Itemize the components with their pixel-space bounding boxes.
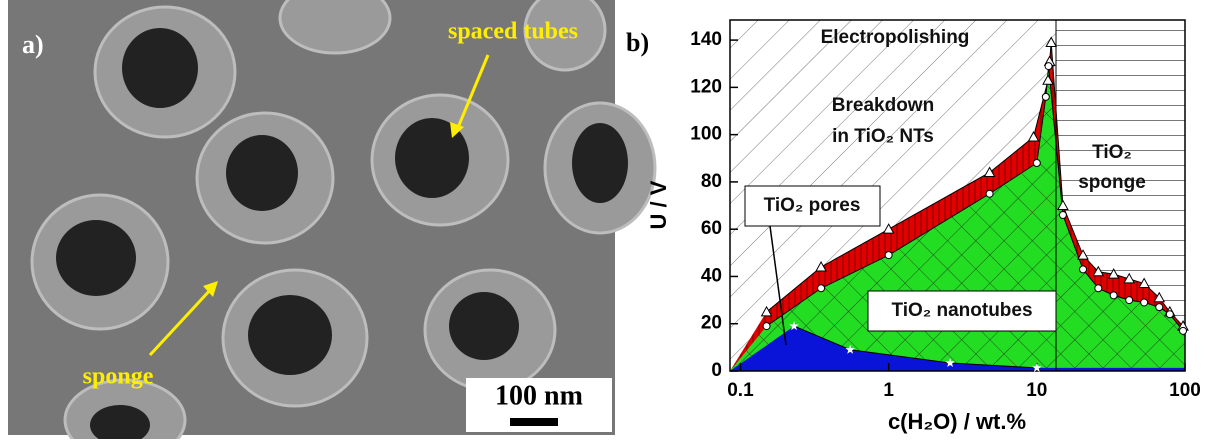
y-tick-label: 60 xyxy=(701,218,722,239)
marker xyxy=(1092,265,1105,277)
scale-bar xyxy=(510,418,558,426)
marker xyxy=(1109,291,1118,300)
label-box xyxy=(744,185,881,227)
arrow-head xyxy=(450,122,464,138)
pointer-line xyxy=(769,225,787,346)
tubes xyxy=(30,0,657,444)
marker xyxy=(1042,74,1054,85)
x-tick-label: 0.1 xyxy=(727,380,754,401)
plot-frame xyxy=(729,19,1186,372)
x-tick-label: 1 xyxy=(883,380,894,401)
marker xyxy=(1032,362,1042,372)
marker xyxy=(1123,272,1136,284)
marker xyxy=(884,251,893,260)
tube-holes xyxy=(56,28,628,444)
panel-label: b) xyxy=(626,28,649,57)
y-tick-label: 100 xyxy=(690,124,722,145)
y-tick-label: 20 xyxy=(701,313,722,334)
marker xyxy=(1032,159,1041,167)
y-tick-label: 120 xyxy=(690,76,722,97)
y-tick-label: 140 xyxy=(690,29,722,50)
marker xyxy=(1077,249,1089,260)
marker xyxy=(1179,326,1188,335)
region-label: sponge xyxy=(1078,172,1146,193)
marker xyxy=(985,189,994,198)
marker xyxy=(1138,277,1150,289)
marker xyxy=(815,260,827,272)
region-label: Electropolishing xyxy=(821,27,970,48)
marker xyxy=(1107,268,1120,279)
y-axis-label: U / V xyxy=(646,180,671,229)
y-tick-label: 40 xyxy=(701,265,722,286)
area xyxy=(730,66,1185,371)
sem-image: a) spaced tubes sponge 100 nm xyxy=(8,0,657,444)
region-label: TiO₂ pores xyxy=(764,195,861,216)
marker xyxy=(1041,92,1050,101)
x-axis-label: c(H₂O) / wt.% xyxy=(888,409,1026,434)
marker xyxy=(945,357,955,368)
arrow-head xyxy=(203,281,218,297)
marker xyxy=(1140,298,1149,307)
panel-label: a) xyxy=(22,30,44,59)
marker xyxy=(1165,310,1174,319)
marker xyxy=(845,344,855,354)
x-tick-label: 100 xyxy=(1169,380,1201,401)
marker xyxy=(1155,303,1164,312)
marker xyxy=(762,322,771,331)
marker xyxy=(1094,284,1103,293)
line xyxy=(793,325,1037,369)
marker xyxy=(983,166,996,177)
marker xyxy=(1027,130,1040,142)
marker xyxy=(1058,211,1067,219)
line xyxy=(766,66,1184,332)
region-label: in TiO₂ NTs xyxy=(832,126,934,147)
annotation: spaced tubes xyxy=(448,19,578,45)
y-tick-label: 0 xyxy=(711,360,722,381)
scale-label: 100 nm xyxy=(495,380,583,411)
marker xyxy=(1057,199,1069,211)
marker xyxy=(882,223,895,234)
marker xyxy=(760,305,773,317)
y-tick-label: 80 xyxy=(701,171,722,192)
region-label: TiO₂ nanotubes xyxy=(891,300,1032,321)
region-label: Breakdown xyxy=(832,95,934,116)
marker xyxy=(817,284,826,293)
arrow xyxy=(455,54,490,131)
label-box xyxy=(867,290,1057,332)
x-tick-label: 10 xyxy=(1026,380,1047,401)
marker xyxy=(1044,62,1053,71)
marker xyxy=(1079,265,1088,274)
marker xyxy=(1045,36,1058,47)
marker xyxy=(789,321,799,331)
region-label: TiO₂ xyxy=(1092,142,1132,163)
marker xyxy=(1153,291,1166,303)
marker xyxy=(1125,296,1134,305)
annotation: sponge xyxy=(83,364,154,390)
arrow xyxy=(148,286,214,357)
area xyxy=(730,326,1185,371)
